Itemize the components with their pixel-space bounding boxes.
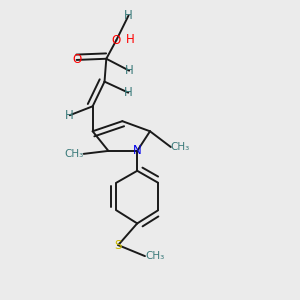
Text: O: O	[72, 53, 81, 66]
Text: H: H	[124, 9, 133, 22]
Text: H: H	[65, 109, 74, 122]
Text: H: H	[125, 64, 134, 77]
Text: CH₃: CH₃	[145, 251, 164, 261]
Text: S: S	[115, 238, 122, 252]
Text: CH₃: CH₃	[171, 142, 190, 152]
Text: H: H	[126, 33, 135, 46]
Text: N: N	[133, 144, 142, 158]
Text: O: O	[112, 34, 121, 46]
Text: CH₃: CH₃	[64, 149, 84, 159]
Text: H: H	[124, 86, 133, 99]
